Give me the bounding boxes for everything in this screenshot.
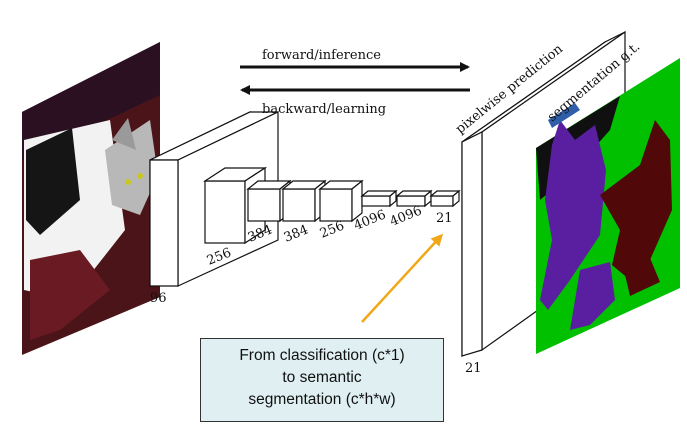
layer-label-384-b: 384 [282,223,311,246]
conv-block-384-b [281,179,327,223]
layer-label-21: 21 [436,211,453,226]
conv-block-256-b [318,179,364,223]
callout-line-1: From classification (c*1) [239,347,405,364]
forward-label: forward/inference [262,48,381,63]
conv-block-256 [202,166,268,245]
segmentation-ground-truth [536,58,680,354]
backward-label: backward/learning [262,102,386,117]
fc-block-4096-b [395,189,433,208]
input-image [22,42,160,355]
callout-line-2: to semantic [282,369,362,386]
forward-arrow: forward/inference [240,48,470,72]
layer-label-4096-b: 4096 [388,203,424,229]
layer-label-256-b: 256 [318,219,347,242]
backward-arrow: backward/learning [240,85,470,117]
callout-pointer-arrow [361,233,444,323]
conv-block-96 [149,111,279,287]
layer-label-96: 96 [150,291,167,306]
prediction-depth-label: 21 [465,361,482,376]
callout-line-3: segmentation (c*h*w) [248,391,396,408]
fc-block-4096-a [360,189,398,208]
callout-box: From classification (c*1) to semantic se… [200,338,444,422]
fc-block-21 [429,189,461,208]
